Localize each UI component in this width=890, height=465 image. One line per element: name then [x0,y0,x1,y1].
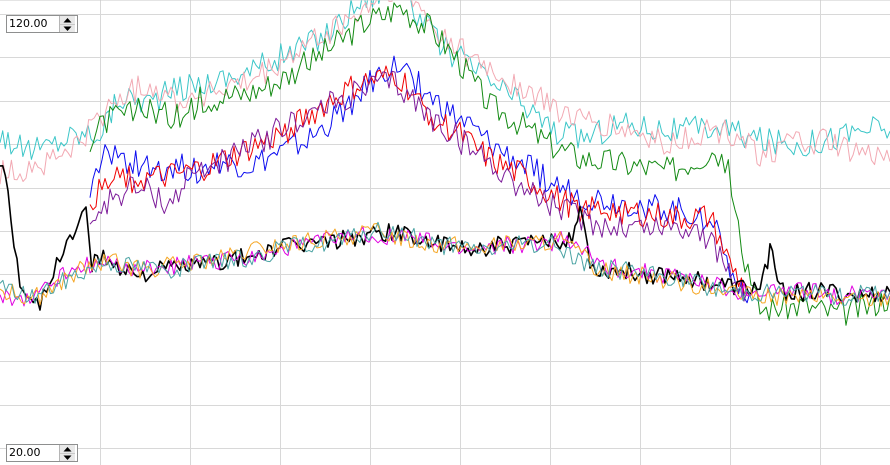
chevron-up-icon [63,447,72,452]
y-min-input[interactable] [7,445,59,461]
y-min-decrement-button[interactable] [60,454,75,462]
chevron-up-icon [63,18,72,23]
series-line-orange [0,223,890,307]
y-min-spinner[interactable] [6,444,78,462]
y-min-increment-button[interactable] [60,445,75,454]
y-max-increment-button[interactable] [60,16,75,25]
series-lines [0,0,890,326]
series-line-cyan [0,0,890,160]
y-max-decrement-button[interactable] [60,25,75,33]
series-line-green [89,2,890,326]
series-line-pink [0,0,890,185]
y-max-input[interactable] [7,16,59,32]
series-line-teal [0,221,890,306]
chevron-down-icon [63,26,72,31]
series-line-purple [89,70,751,302]
y-max-spinner[interactable] [6,15,78,33]
y-min-spinner-buttons [59,445,75,461]
chevron-down-icon [63,455,72,460]
y-max-spinner-buttons [59,16,75,32]
